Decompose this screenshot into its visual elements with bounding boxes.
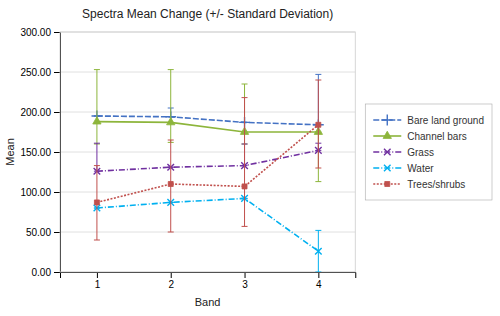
legend-label: Water	[407, 163, 434, 174]
marks	[92, 70, 324, 272]
series	[94, 80, 321, 240]
x-axis: 1 2 3 4	[61, 272, 356, 290]
error-bar	[94, 70, 100, 144]
legend-item: Trees/shrubs	[373, 179, 465, 190]
grid-line	[60, 232, 355, 233]
y-tick: 0.00	[32, 267, 60, 278]
legend-label: Bare land ground	[407, 115, 484, 126]
y-axis: 0.00 50.00 100.00 150.00 200.00 250.00 300.00	[20, 27, 60, 278]
y-tick-mark	[54, 112, 60, 113]
x-tick-label: 1	[95, 279, 101, 290]
x-tick: 1	[95, 272, 101, 290]
legend-item: Bare land ground	[373, 115, 484, 126]
y-tick-label: 250.00	[20, 67, 51, 78]
y-tick-label: 200.00	[20, 107, 51, 118]
legend-frame	[365, 104, 492, 200]
y-tick-mark	[54, 272, 60, 273]
legend: Bare land ground Channel bars Grass Water Tr…	[365, 104, 492, 200]
legend-item: Channel bars	[373, 131, 466, 142]
point	[93, 117, 101, 124]
y-tick-mark	[54, 232, 60, 233]
series-line	[97, 198, 318, 251]
x-tick-label: 3	[242, 279, 248, 290]
legend-marker	[382, 115, 393, 126]
y-tick-mark	[54, 152, 60, 153]
y-tick-mark	[54, 72, 60, 73]
error-bar	[315, 80, 321, 168]
y-tick: 250.00	[20, 67, 60, 78]
legend-label: Trees/shrubs	[407, 179, 465, 190]
error-bar	[168, 70, 174, 143]
x-tick: 3	[242, 272, 248, 290]
legend-marker	[384, 165, 391, 172]
y-tick: 150.00	[20, 147, 60, 158]
y-tick-label: 100.00	[20, 187, 51, 198]
legend-marker	[384, 149, 391, 156]
x-tick-mark	[245, 272, 246, 278]
legend-marker	[385, 182, 390, 187]
point	[167, 118, 175, 125]
x-tick-mark	[97, 272, 98, 278]
x-tick-label: 4	[316, 279, 322, 290]
point	[315, 248, 322, 255]
y-tick-label: 300.00	[20, 27, 51, 38]
point	[316, 122, 321, 127]
series-line	[97, 116, 318, 125]
error-bar	[94, 166, 100, 240]
legend-item: Grass	[373, 147, 434, 158]
series-line	[97, 125, 318, 203]
plot-frame	[60, 32, 355, 272]
axis-line	[61, 273, 356, 279]
y-tick-label: 0.00	[32, 267, 52, 278]
legend-label: Grass	[407, 147, 434, 158]
chart: Bare land ground Channel bars Grass Water Tr…	[0, 0, 500, 316]
grid-line	[60, 152, 355, 153]
x-tick: 4	[316, 272, 322, 290]
y-axis-title: Mean	[4, 138, 16, 166]
legend-item: Water	[373, 163, 434, 174]
point	[94, 200, 99, 205]
x-tick-mark	[318, 272, 319, 278]
series	[94, 143, 322, 174]
error-bar	[242, 98, 248, 227]
series-line	[97, 122, 318, 132]
title: Spectra Mean Change (+/- Standard Deviat…	[82, 7, 333, 21]
point	[168, 182, 173, 187]
y-tick-mark	[54, 32, 60, 33]
plot: 0.00 50.00 100.00 150.00 200.00 250.00 300.00 1…	[20, 27, 355, 290]
y-tick-mark	[54, 192, 60, 193]
legend-label: Channel bars	[407, 131, 466, 142]
error-bar	[315, 230, 321, 272]
y-tick: 100.00	[20, 187, 60, 198]
error-bar	[168, 140, 174, 232]
grid-line	[60, 72, 355, 73]
grid	[60, 32, 355, 272]
series-line	[97, 150, 318, 171]
y-tick-label: 150.00	[20, 147, 51, 158]
series	[93, 70, 323, 182]
x-tick: 2	[168, 272, 174, 290]
x-tick-label: 2	[168, 279, 174, 290]
y-tick: 300.00	[20, 27, 60, 38]
grid-line	[60, 192, 355, 193]
legend-marker	[383, 131, 391, 138]
y-tick: 50.00	[26, 227, 60, 238]
series	[94, 195, 322, 272]
grid-line	[60, 112, 355, 113]
axis-line	[54, 33, 61, 273]
point	[242, 184, 247, 189]
y-tick: 200.00	[20, 107, 60, 118]
y-tick-label: 50.00	[26, 227, 51, 238]
x-tick-mark	[171, 272, 172, 278]
x-axis-title: Band	[195, 296, 221, 308]
